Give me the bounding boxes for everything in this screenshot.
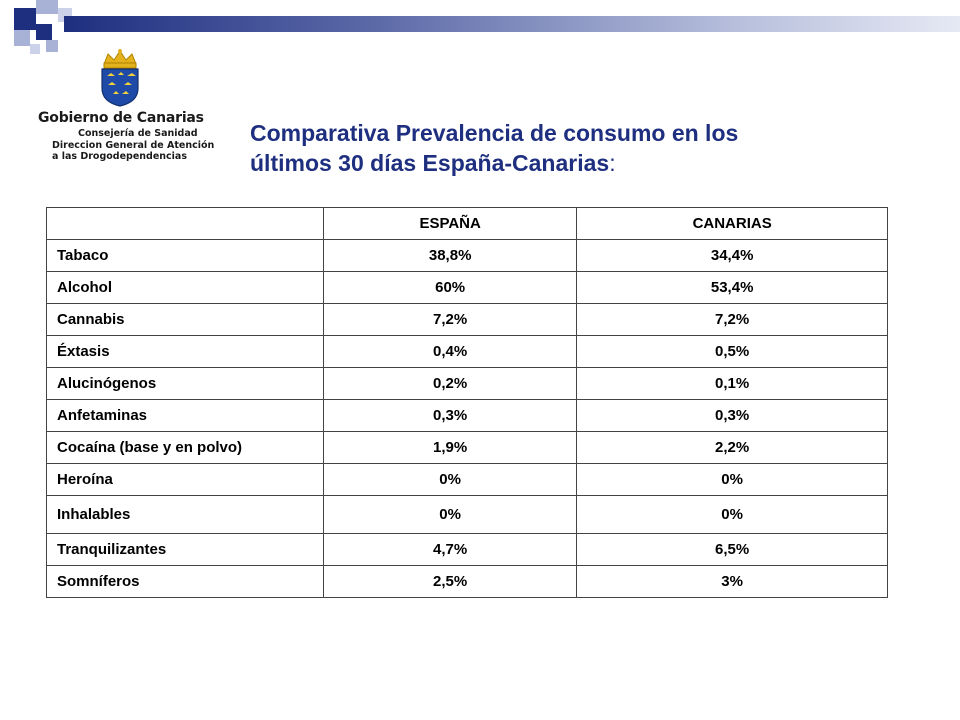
decor-square [46, 40, 58, 52]
table-row: Tranquilizantes 4,7% 6,5% [46, 533, 888, 566]
page-title: Comparativa Prevalencia de consumo en lo… [250, 118, 890, 178]
espana-value: 1,9% [322, 431, 578, 464]
title-line-2: últimos 30 días España-Canarias: [250, 148, 890, 178]
table-row: Tabaco 38,8% 34,4% [46, 239, 888, 272]
substance-label: Cocaína (base y en polvo) [46, 431, 324, 464]
header-canarias: CANARIAS [576, 207, 888, 240]
canarias-value: 53,4% [576, 271, 888, 304]
substance-label: Alucinógenos [46, 367, 324, 400]
canarias-value: 7,2% [576, 303, 888, 336]
canarias-value: 34,4% [576, 239, 888, 272]
canarias-value: 0,1% [576, 367, 888, 400]
decor-square [14, 30, 30, 46]
canarias-value: 6,5% [576, 533, 888, 566]
espana-value: 60% [322, 271, 578, 304]
table-row: Éxtasis 0,4% 0,5% [46, 335, 888, 368]
substance-label: Tabaco [46, 239, 324, 272]
table-row: Somníferos 2,5% 3% [46, 565, 888, 598]
espana-value: 2,5% [322, 565, 578, 598]
coat-of-arms-icon [101, 49, 139, 107]
decor-square [30, 44, 40, 54]
substance-label: Heroína [46, 463, 324, 496]
canarias-value: 0% [576, 495, 888, 534]
espana-value: 0,2% [322, 367, 578, 400]
canarias-value: 3% [576, 565, 888, 598]
espana-value: 0% [322, 463, 578, 496]
substance-label: Somníferos [46, 565, 324, 598]
title-line-2-text: últimos 30 días España-Canarias [250, 150, 610, 176]
substance-label: Inhalables [46, 495, 324, 534]
logo-department: Consejería de Sanidad [78, 128, 198, 139]
title-line-1: Comparativa Prevalencia de consumo en lo… [250, 120, 739, 146]
substance-label: Éxtasis [46, 335, 324, 368]
table-row: Anfetaminas 0,3% 0,3% [46, 399, 888, 432]
header-espana: ESPAÑA [322, 207, 578, 240]
espana-value: 0% [322, 495, 578, 534]
substance-label: Alcohol [46, 271, 324, 304]
canarias-value: 0,3% [576, 399, 888, 432]
table-row: Inhalables 0% 0% [46, 495, 888, 534]
logo-directorate-2: a las Drogodependencias [52, 151, 187, 162]
prevalence-table: ESPAÑA CANARIAS Tabaco 38,8% 34,4% Alcoh… [46, 207, 888, 598]
table-row: Cocaína (base y en polvo) 1,9% 2,2% [46, 431, 888, 464]
decor-square [36, 24, 52, 40]
title-colon: : [609, 150, 616, 176]
substance-label: Anfetaminas [46, 399, 324, 432]
espana-value: 4,7% [322, 533, 578, 566]
substance-label: Tranquilizantes [46, 533, 324, 566]
table-row: Alcohol 60% 53,4% [46, 271, 888, 304]
decor-square [14, 8, 36, 30]
logo-name: Gobierno de Canarias [38, 110, 204, 126]
decor-square [36, 0, 58, 14]
table-row: Heroína 0% 0% [46, 463, 888, 496]
substance-label: Cannabis [46, 303, 324, 336]
espana-value: 7,2% [322, 303, 578, 336]
logo-directorate: Direccion General de Atención [52, 140, 215, 151]
table-header-row: ESPAÑA CANARIAS [46, 207, 888, 240]
table-row: Alucinógenos 0,2% 0,1% [46, 367, 888, 400]
canarias-value: 0% [576, 463, 888, 496]
espana-value: 0,4% [322, 335, 578, 368]
table-row: Cannabis 7,2% 7,2% [46, 303, 888, 336]
canarias-value: 0,5% [576, 335, 888, 368]
espana-value: 38,8% [322, 239, 578, 272]
header-gradient-bar [64, 16, 960, 32]
canarias-value: 2,2% [576, 431, 888, 464]
header-blank [46, 207, 324, 240]
espana-value: 0,3% [322, 399, 578, 432]
government-logo: Gobierno de Canarias Consejería de Sanid… [20, 48, 220, 168]
